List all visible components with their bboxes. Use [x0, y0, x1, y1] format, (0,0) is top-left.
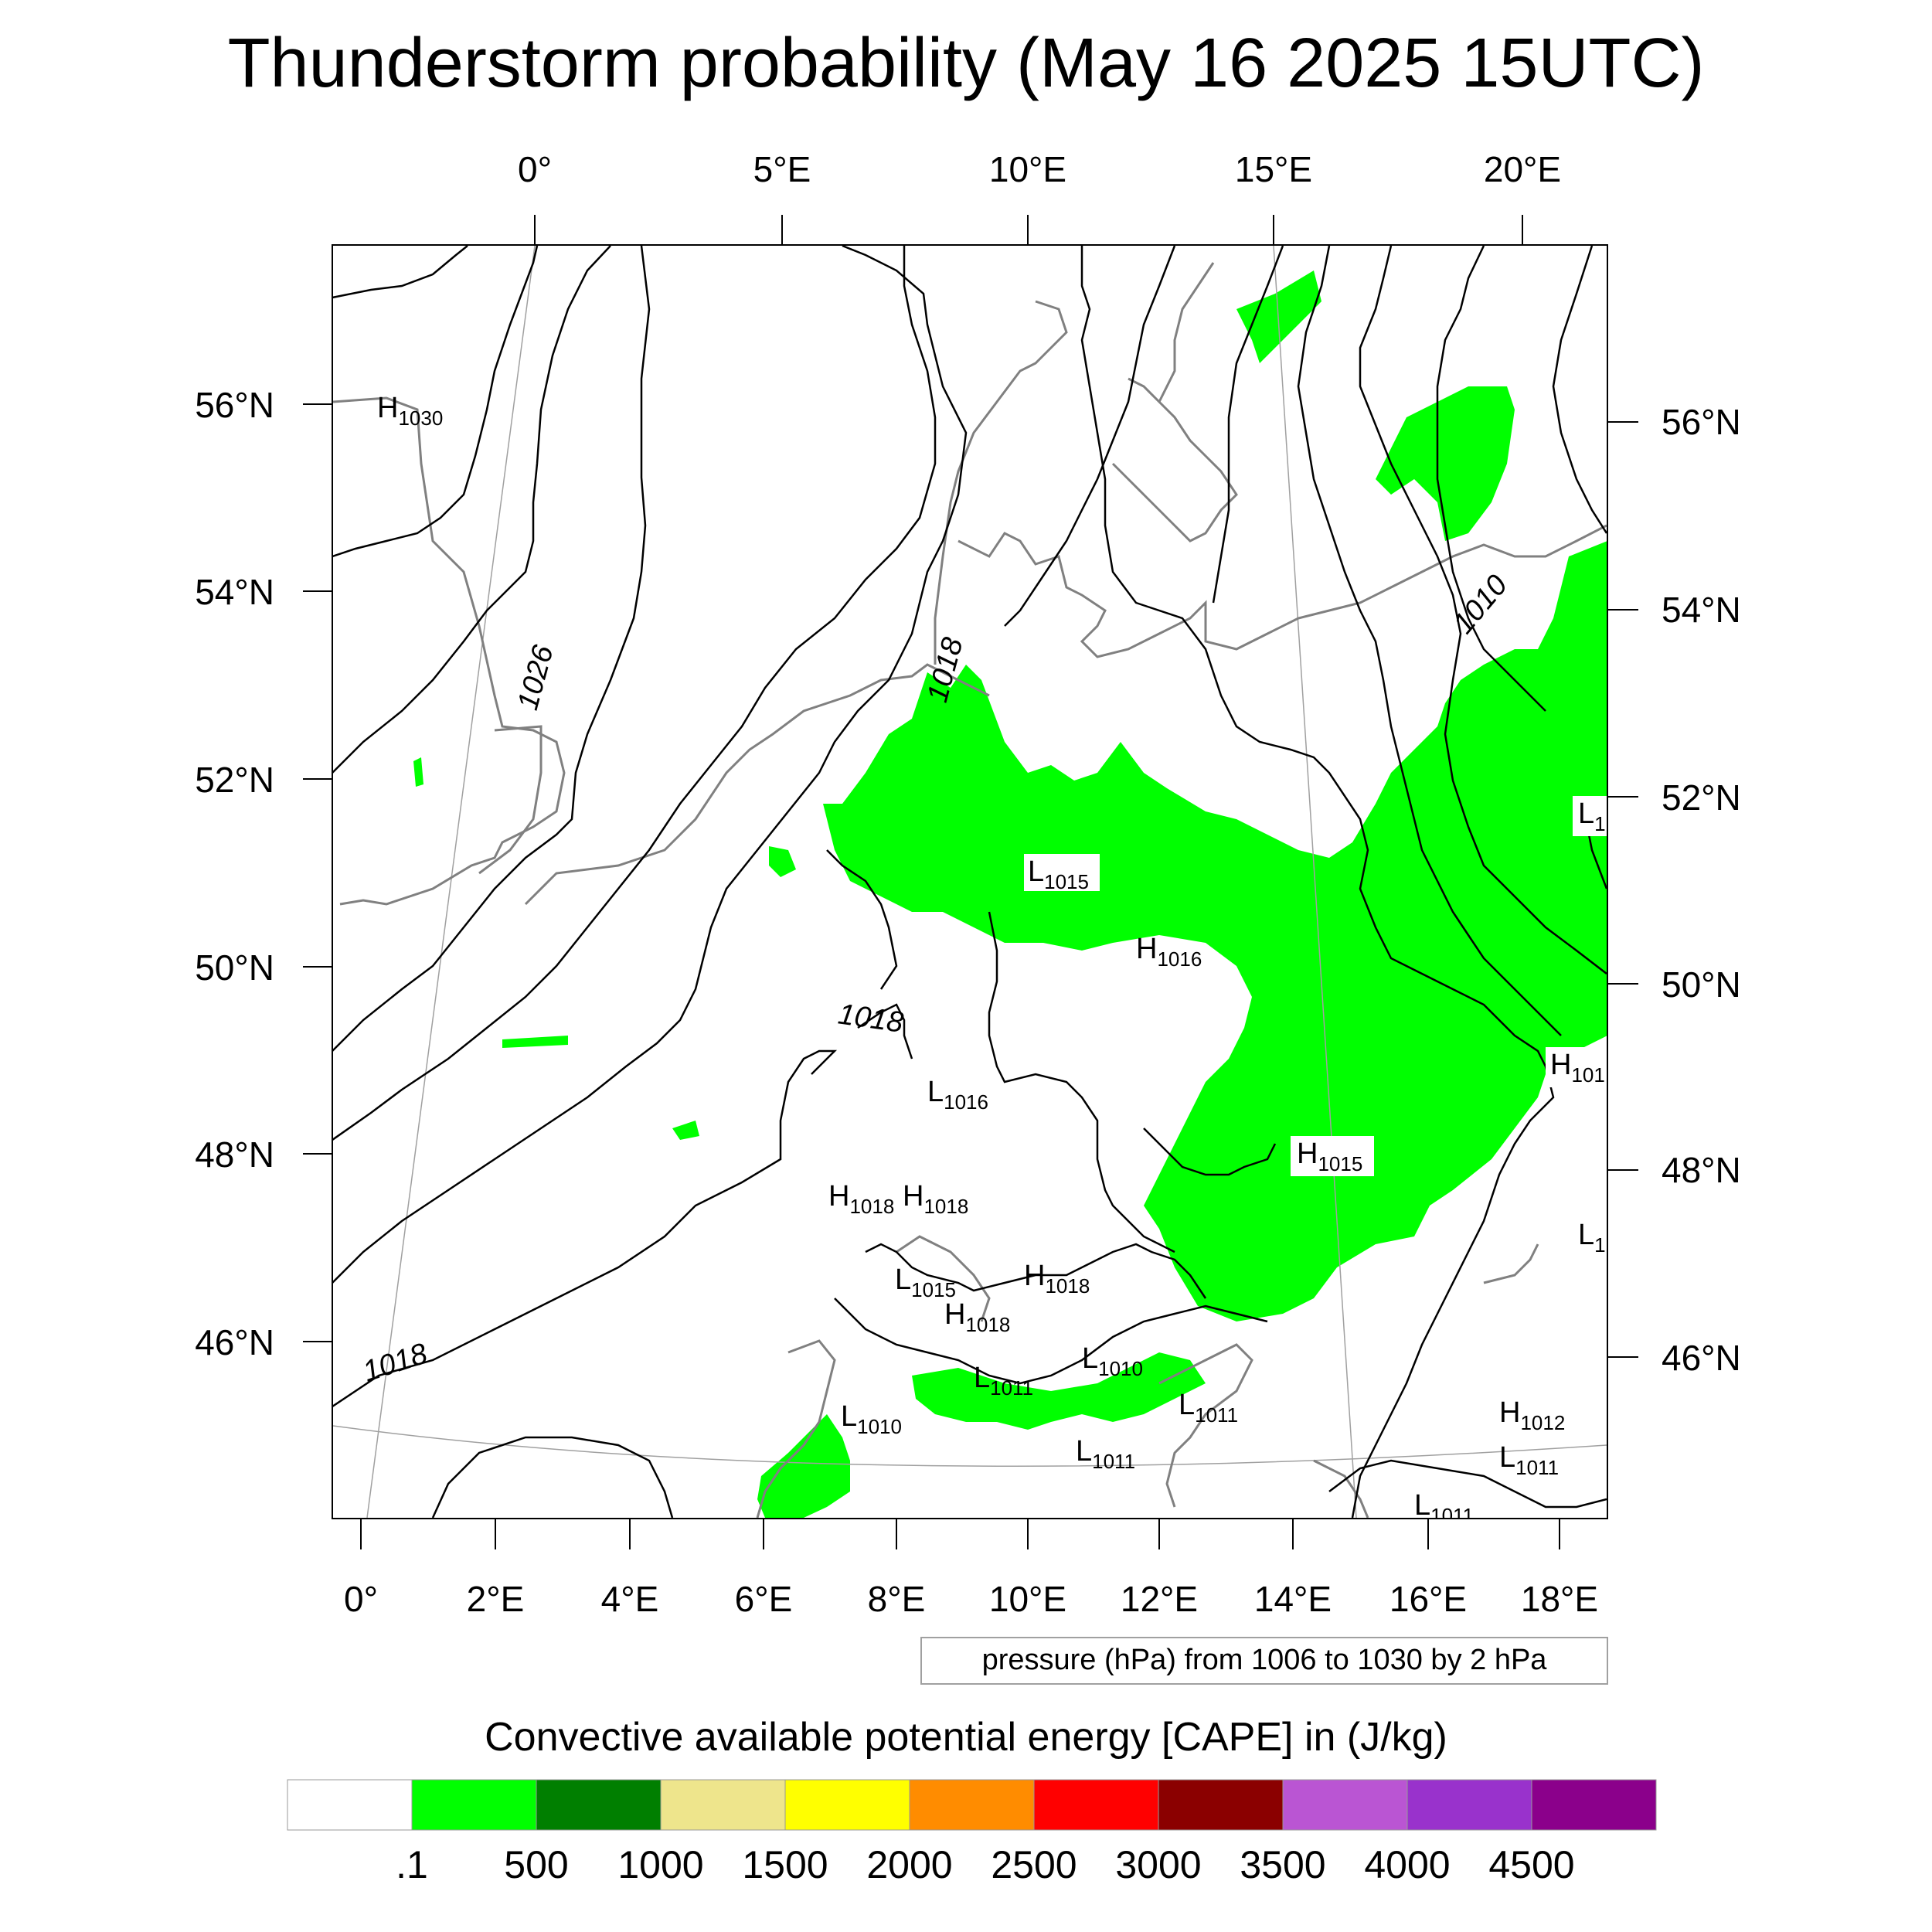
bottom-lon-label: 12°E	[1121, 1579, 1198, 1619]
pressure-center-label: H1016	[1136, 933, 1202, 971]
pressure-center-label: L1016	[927, 1076, 988, 1114]
colorbar-swatch	[1406, 1779, 1532, 1831]
top-lon-label: 5°E	[753, 149, 811, 189]
bottom-lon-label: 0°	[344, 1579, 378, 1619]
contour-info-box: pressure (hPa) from 1006 to 1030 by 2 hP…	[920, 1637, 1608, 1685]
pressure-center-label: L1010	[1082, 1342, 1143, 1380]
colorbar-title: Convective available potential energy [C…	[485, 1715, 1447, 1760]
pressure-center-label: H1018	[828, 1180, 894, 1218]
cape-area-west4	[672, 1121, 699, 1140]
pressure-center-label: L1015	[1028, 855, 1089, 893]
right-lat-label: 48°N	[1662, 1150, 1741, 1190]
left-lat-label: 54°N	[195, 572, 274, 612]
colorbar-tick-label: 4500	[1488, 1843, 1574, 1886]
cape-area-central	[823, 587, 1607, 1321]
pressure-center-label: L1015	[895, 1264, 956, 1301]
colorbar-swatch	[1033, 1779, 1159, 1831]
right-lat-label: 54°N	[1662, 590, 1741, 630]
right-lat-label: 46°N	[1662, 1338, 1741, 1378]
top-lon-label: 20°E	[1484, 149, 1561, 189]
bottom-lon-label: 18°E	[1521, 1579, 1598, 1619]
bottom-lon-label: 10°E	[989, 1579, 1066, 1619]
colorbar-swatch	[1158, 1779, 1284, 1831]
left-lat-label: 56°N	[195, 385, 274, 425]
cape-area-baltic	[1376, 386, 1515, 541]
cape-area-west1	[769, 846, 796, 877]
colorbar-tick-label: 1000	[617, 1843, 703, 1886]
left-lat-label: 48°N	[195, 1134, 274, 1175]
colorbar-tick-label: 2500	[991, 1843, 1077, 1886]
pressure-center-label: L1	[1578, 1219, 1606, 1257]
bottom-lon-label: 16°E	[1389, 1579, 1467, 1619]
colorbar-tick-label: 3000	[1115, 1843, 1201, 1886]
colorbar-swatch	[784, 1779, 910, 1831]
map-panel: 1026 1018 1018 1018 1010 H1030 L1015 H10…	[332, 244, 1608, 1527]
right-lat-ticks	[1607, 421, 1638, 1358]
colorbar-tick-label: 3500	[1240, 1843, 1325, 1886]
pressure-center-label: H1018	[903, 1180, 968, 1218]
isobars	[333, 246, 1607, 1518]
bottom-lon-label: 8°E	[868, 1579, 926, 1619]
pressure-centers: H1030 L1015 H1016 L1016 H1015 H1018 H101…	[377, 392, 1607, 1527]
bottom-lon-label: 6°E	[735, 1579, 793, 1619]
chart-title: Thunderstorm probability (May 16 2025 15…	[228, 25, 1705, 102]
cape-area-sweden	[1236, 270, 1321, 363]
right-lat-axis: 56°N 54°N 52°N 50°N 48°N 46°N	[1662, 402, 1741, 1378]
pressure-center-label: H1012	[1499, 1396, 1565, 1434]
bottom-lon-ticks	[360, 1519, 1560, 1549]
pressure-center-label: L1011	[1179, 1389, 1238, 1427]
pressure-center-label: L1010	[841, 1400, 902, 1438]
cape-area-east	[1553, 541, 1607, 634]
bottom-lon-axis: 0° 2°E 4°E 6°E 8°E 10°E 12°E 14°E 16°E 1…	[344, 1579, 1598, 1619]
left-lat-ticks	[303, 403, 332, 1342]
left-lat-label: 46°N	[195, 1322, 274, 1362]
cape-area-italy	[757, 1414, 850, 1518]
top-lon-label: 0°	[518, 149, 552, 189]
colorbar-tick-label: 500	[504, 1843, 568, 1886]
top-lon-label: 15°E	[1235, 149, 1312, 189]
top-lon-label: 10°E	[989, 149, 1066, 189]
colorbar-swatch	[1531, 1779, 1657, 1831]
graticule	[333, 246, 1607, 1518]
colorbar-swatch	[660, 1779, 786, 1831]
left-lat-label: 52°N	[195, 760, 274, 800]
right-lat-label: 52°N	[1662, 777, 1741, 818]
left-lat-label: 50°N	[195, 947, 274, 988]
pressure-center-label: L1011	[1076, 1435, 1135, 1473]
cape-area-west2	[502, 1036, 568, 1048]
left-lat-axis: 56°N 54°N 52°N 50°N 48°N 46°N	[195, 385, 274, 1362]
pressure-center-label: L1011	[1414, 1489, 1474, 1527]
colorbar-tick-label: 2000	[866, 1843, 952, 1886]
colorbar-labels: .1 500 1000 1500 2000 2500 3000 3500 4000 4500	[396, 1843, 1574, 1886]
cape-area-west3	[413, 757, 423, 787]
colorbar-tick-label: .1	[396, 1843, 428, 1886]
pressure-center-label: H1018	[1024, 1260, 1090, 1298]
colorbar-swatch	[1282, 1779, 1408, 1831]
right-lat-label: 50°N	[1662, 964, 1741, 1005]
pressure-center-label: L1011	[974, 1362, 1033, 1400]
pressure-center-label: L1	[1578, 798, 1606, 835]
contour-info-text: pressure (hPa) from 1006 to 1030 by 2 hP…	[982, 1644, 1548, 1676]
colorbar-swatch	[909, 1779, 1035, 1831]
bottom-lon-label: 2°E	[467, 1579, 525, 1619]
colorbar-tick-label: 4000	[1364, 1843, 1450, 1886]
bottom-lon-label: 14°E	[1254, 1579, 1332, 1619]
pressure-center-label: H1018	[944, 1298, 1010, 1336]
top-lon-axis: 0° 5°E 10°E 15°E 20°E	[518, 149, 1561, 189]
pressure-center-label: H1015	[1297, 1138, 1362, 1175]
bottom-lon-label: 4°E	[601, 1579, 659, 1619]
pressure-center-label: L1011	[1499, 1441, 1559, 1479]
colorbar-swatch	[287, 1779, 413, 1831]
colorbar-swatch	[411, 1779, 537, 1831]
pressure-center-label: H1030	[377, 392, 443, 430]
cape-fill	[413, 270, 1607, 1518]
top-lon-ticks	[534, 215, 1523, 245]
colorbar	[287, 1779, 1657, 1831]
right-lat-label: 56°N	[1662, 402, 1741, 442]
pressure-center-label: H101	[1550, 1049, 1605, 1087]
colorbar-swatch	[536, 1779, 662, 1831]
cape-area-alps	[912, 1352, 1206, 1430]
colorbar-tick-label: 1500	[742, 1843, 828, 1886]
